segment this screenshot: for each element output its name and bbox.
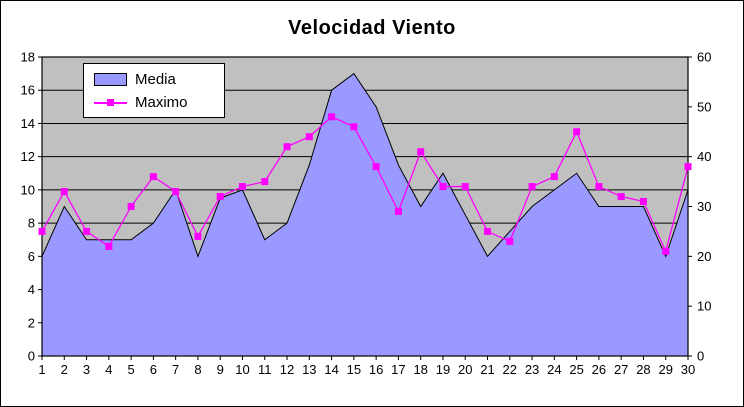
chart-legend: Media Maximo [83, 63, 225, 118]
maximo-data-marker [484, 227, 492, 235]
maximo-data-marker [283, 143, 291, 151]
left-axis-tick-label: 2 [28, 315, 35, 330]
x-axis-tick-label: 14 [324, 362, 338, 377]
right-axis-tick-label: 10 [697, 299, 711, 314]
x-axis-tick-label: 22 [503, 362, 517, 377]
maximo-marker-sample [107, 98, 114, 106]
maximo-data-marker [83, 227, 91, 235]
maximo-data-marker [595, 183, 603, 191]
maximo-data-marker [172, 188, 180, 196]
x-axis-tick-label: 6 [150, 362, 157, 377]
legend-label-media: Media [135, 70, 176, 88]
maximo-data-marker [216, 193, 224, 201]
x-axis-tick-label: 7 [172, 362, 179, 377]
x-axis-tick-label: 18 [413, 362, 427, 377]
x-axis-tick-label: 4 [105, 362, 112, 377]
maximo-data-marker [550, 173, 558, 181]
x-axis-tick-label: 5 [127, 362, 134, 377]
x-axis-tick-label: 19 [436, 362, 450, 377]
x-axis-tick-label: 27 [614, 362, 628, 377]
x-axis-tick-label: 28 [636, 362, 650, 377]
maximo-data-marker [506, 237, 514, 245]
x-axis-tick-label: 10 [235, 362, 249, 377]
x-axis-tick-label: 26 [592, 362, 606, 377]
maximo-data-marker [328, 113, 336, 121]
maximo-data-marker [350, 123, 358, 131]
x-axis-tick-label: 30 [681, 362, 695, 377]
x-axis-tick-label: 29 [658, 362, 672, 377]
maximo-data-marker [305, 133, 313, 141]
right-axis-tick-label: 20 [697, 249, 711, 264]
maximo-data-marker [639, 198, 647, 206]
right-axis-tick-label: 0 [697, 349, 704, 364]
x-axis-tick-label: 13 [302, 362, 316, 377]
maximo-data-marker [38, 227, 46, 235]
maximo-data-marker [573, 128, 581, 136]
maximo-data-marker [238, 183, 246, 191]
x-axis-tick-label: 20 [458, 362, 472, 377]
right-axis-tick-label: 50 [697, 99, 711, 114]
x-axis-tick-label: 16 [369, 362, 383, 377]
left-axis-tick-label: 8 [28, 216, 35, 231]
x-axis-tick-label: 3 [83, 362, 90, 377]
maximo-data-marker [439, 183, 447, 191]
maximo-data-marker [394, 207, 402, 215]
x-axis-tick-label: 9 [217, 362, 224, 377]
right-axis-tick-label: 60 [697, 50, 711, 65]
left-axis-tick-label: 10 [21, 182, 35, 197]
maximo-data-marker [684, 163, 692, 171]
legend-label-maximo: Maximo [135, 93, 188, 111]
x-axis-tick-label: 21 [480, 362, 494, 377]
media-area-series [41, 72, 689, 357]
x-axis-tick-label: 23 [525, 362, 539, 377]
x-axis-tick-label: 11 [258, 362, 272, 377]
legend-item-media: Media [94, 70, 224, 89]
maximo-data-marker [528, 183, 536, 191]
maximo-line-swatch-icon [94, 96, 127, 109]
left-axis-tick-label: 6 [28, 249, 35, 264]
legend-item-maximo: Maximo [94, 93, 224, 112]
right-axis-tick-label: 40 [697, 149, 711, 164]
maximo-data-marker [617, 193, 625, 201]
x-axis-tick-label: 8 [194, 362, 201, 377]
left-axis-tick-label: 0 [28, 349, 35, 364]
maximo-data-marker [372, 163, 380, 171]
media-area-swatch-icon [94, 72, 127, 86]
left-axis-tick-label: 16 [21, 83, 35, 98]
maximo-data-marker [417, 148, 425, 156]
x-axis-tick-label: 25 [569, 362, 583, 377]
left-axis-tick-label: 4 [28, 282, 35, 297]
x-axis-tick-label: 17 [391, 362, 405, 377]
maximo-data-marker [105, 242, 113, 250]
left-axis-tick-label: 18 [21, 50, 35, 65]
maximo-line-series [41, 116, 689, 254]
left-axis-tick-label: 12 [21, 149, 35, 164]
x-axis-tick-label: 2 [61, 362, 68, 377]
maximo-data-marker [461, 183, 469, 191]
x-axis-tick-label: 24 [547, 362, 561, 377]
maximo-data-marker [60, 188, 68, 196]
maximo-data-marker [194, 232, 202, 240]
maximo-data-marker [149, 173, 157, 181]
chart-title: Velocidad Viento [288, 17, 456, 39]
x-axis-tick-label: 12 [280, 362, 294, 377]
left-axis-tick-label: 14 [21, 116, 35, 131]
x-axis-tick-label: 1 [38, 362, 45, 377]
maximo-data-marker [127, 203, 135, 210]
maximo-data-marker [261, 178, 269, 186]
x-axis-tick-label: 15 [347, 362, 361, 377]
maximo-data-marker [662, 247, 670, 255]
right-axis-tick-label: 30 [697, 199, 711, 214]
